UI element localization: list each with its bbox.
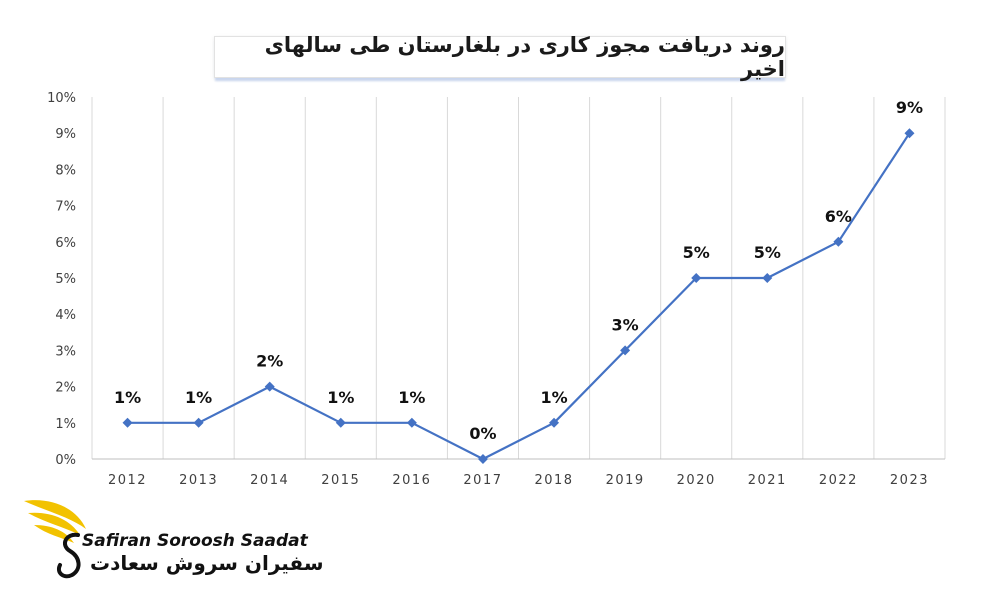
data-point-marker bbox=[122, 417, 133, 428]
data-point-marker bbox=[406, 417, 417, 428]
x-tick-label: 2012 bbox=[108, 473, 147, 488]
y-tick-label: 9% bbox=[55, 127, 76, 142]
data-label: 9% bbox=[896, 98, 923, 117]
data-label: 6% bbox=[825, 207, 852, 226]
data-label: 2% bbox=[256, 352, 283, 371]
data-point-marker bbox=[335, 417, 346, 428]
x-tick-label: 2013 bbox=[179, 473, 218, 488]
data-point-marker bbox=[762, 273, 773, 283]
x-tick-label: 2015 bbox=[321, 473, 360, 488]
y-tick-label: 6% bbox=[55, 236, 76, 251]
logo-text-fa: سفیران سروش سعادت bbox=[90, 551, 324, 575]
x-tick-label: 2016 bbox=[392, 473, 431, 488]
data-label: 1% bbox=[327, 388, 354, 407]
x-tick-label: 2021 bbox=[748, 473, 787, 488]
y-tick-label: 2% bbox=[55, 381, 76, 396]
data-label: 5% bbox=[754, 243, 781, 262]
data-point-marker bbox=[904, 128, 915, 139]
data-label: 1% bbox=[398, 388, 425, 407]
y-tick-label: 0% bbox=[55, 453, 76, 468]
data-label: 5% bbox=[683, 243, 710, 262]
data-point-marker bbox=[833, 236, 844, 247]
data-point-marker bbox=[691, 273, 702, 283]
data-label: 0% bbox=[469, 424, 496, 443]
x-tick-label: 2014 bbox=[250, 473, 289, 488]
x-tick-label: 2017 bbox=[463, 473, 502, 488]
x-tick-label: 2023 bbox=[890, 473, 929, 488]
data-point-marker bbox=[264, 381, 275, 392]
y-tick-label: 10% bbox=[47, 91, 76, 106]
logo-text-en: Safiran Soroosh Saadat bbox=[82, 531, 308, 551]
data-point-marker bbox=[549, 417, 560, 428]
data-label: 1% bbox=[185, 388, 212, 407]
data-point-marker bbox=[620, 345, 631, 356]
y-tick-label: 1% bbox=[55, 417, 76, 432]
data-point-marker bbox=[193, 417, 204, 428]
y-tick-label: 4% bbox=[55, 308, 76, 323]
y-tick-label: 3% bbox=[55, 344, 76, 359]
y-tick-label: 5% bbox=[55, 272, 76, 287]
y-tick-label: 7% bbox=[55, 200, 76, 215]
chart-title: روند دریافت مجوز کاری در بلغارستان طی سا… bbox=[214, 33, 786, 81]
y-tick-label: 8% bbox=[55, 163, 76, 178]
data-label: 3% bbox=[612, 315, 639, 334]
x-tick-label: 2018 bbox=[534, 473, 573, 488]
x-tick-label: 2019 bbox=[606, 473, 645, 488]
x-tick-label: 2022 bbox=[819, 473, 858, 488]
data-label: 1% bbox=[540, 388, 567, 407]
data-point-marker bbox=[477, 454, 488, 464]
company-logo: Safiran Soroosh Saadat سفیران سروش سعادت bbox=[20, 495, 324, 585]
wing-logo-icon bbox=[24, 500, 86, 579]
x-tick-label: 2020 bbox=[677, 473, 716, 488]
data-label: 1% bbox=[114, 388, 141, 407]
series-line bbox=[127, 132, 911, 461]
